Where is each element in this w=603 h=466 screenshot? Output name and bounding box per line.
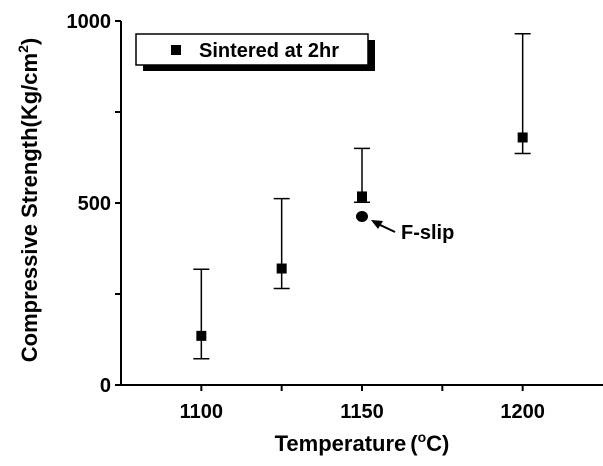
x-axis-title-sup: o xyxy=(418,429,427,445)
data-point-square xyxy=(276,263,287,274)
x-ticks xyxy=(200,385,524,391)
annotation-arrow-line xyxy=(377,223,396,233)
x-axis-title-open: ( xyxy=(410,431,418,456)
data-point-square xyxy=(357,191,367,202)
y-tick-label: 500 xyxy=(78,193,111,215)
legend-marker-square xyxy=(171,45,181,55)
y-tick-labels: 0 500 1000 xyxy=(67,11,112,397)
annotation-arrow-head xyxy=(371,220,383,229)
legend: Sintered at 2hr xyxy=(135,33,375,71)
y-axis-title: Compressive Strength(Kg/cm2) xyxy=(15,38,42,362)
annotation-label: F-slip xyxy=(401,222,454,244)
y-tick-label: 1000 xyxy=(67,11,112,33)
x-axis-title: Temperature (oC) xyxy=(275,429,450,456)
x-tick-labels: 1100 1150 1200 xyxy=(180,401,545,423)
x-axis-title-close: ) xyxy=(442,431,449,456)
y-axis-title-sup: 2 xyxy=(15,45,31,53)
data-markers xyxy=(196,132,528,341)
f-slip-point xyxy=(356,210,368,222)
x-tick-label: 1150 xyxy=(340,401,383,423)
data-point-square xyxy=(196,330,207,341)
y-axis-title-main: Compressive Strength(Kg/cm xyxy=(17,53,42,362)
y-tick-label: 0 xyxy=(100,375,111,397)
data-point-square xyxy=(517,132,528,143)
f-slip-annotation: F-slip xyxy=(371,220,454,244)
x-tick-label: 1200 xyxy=(500,401,545,423)
x-axis-title-main: Temperature xyxy=(275,431,407,456)
legend-label: Sintered at 2hr xyxy=(199,40,339,62)
x-axis-title-unit: C xyxy=(426,431,442,456)
y-ticks xyxy=(115,20,121,386)
x-tick-label: 1100 xyxy=(180,401,223,423)
y-axis-title-close: ) xyxy=(17,38,42,45)
